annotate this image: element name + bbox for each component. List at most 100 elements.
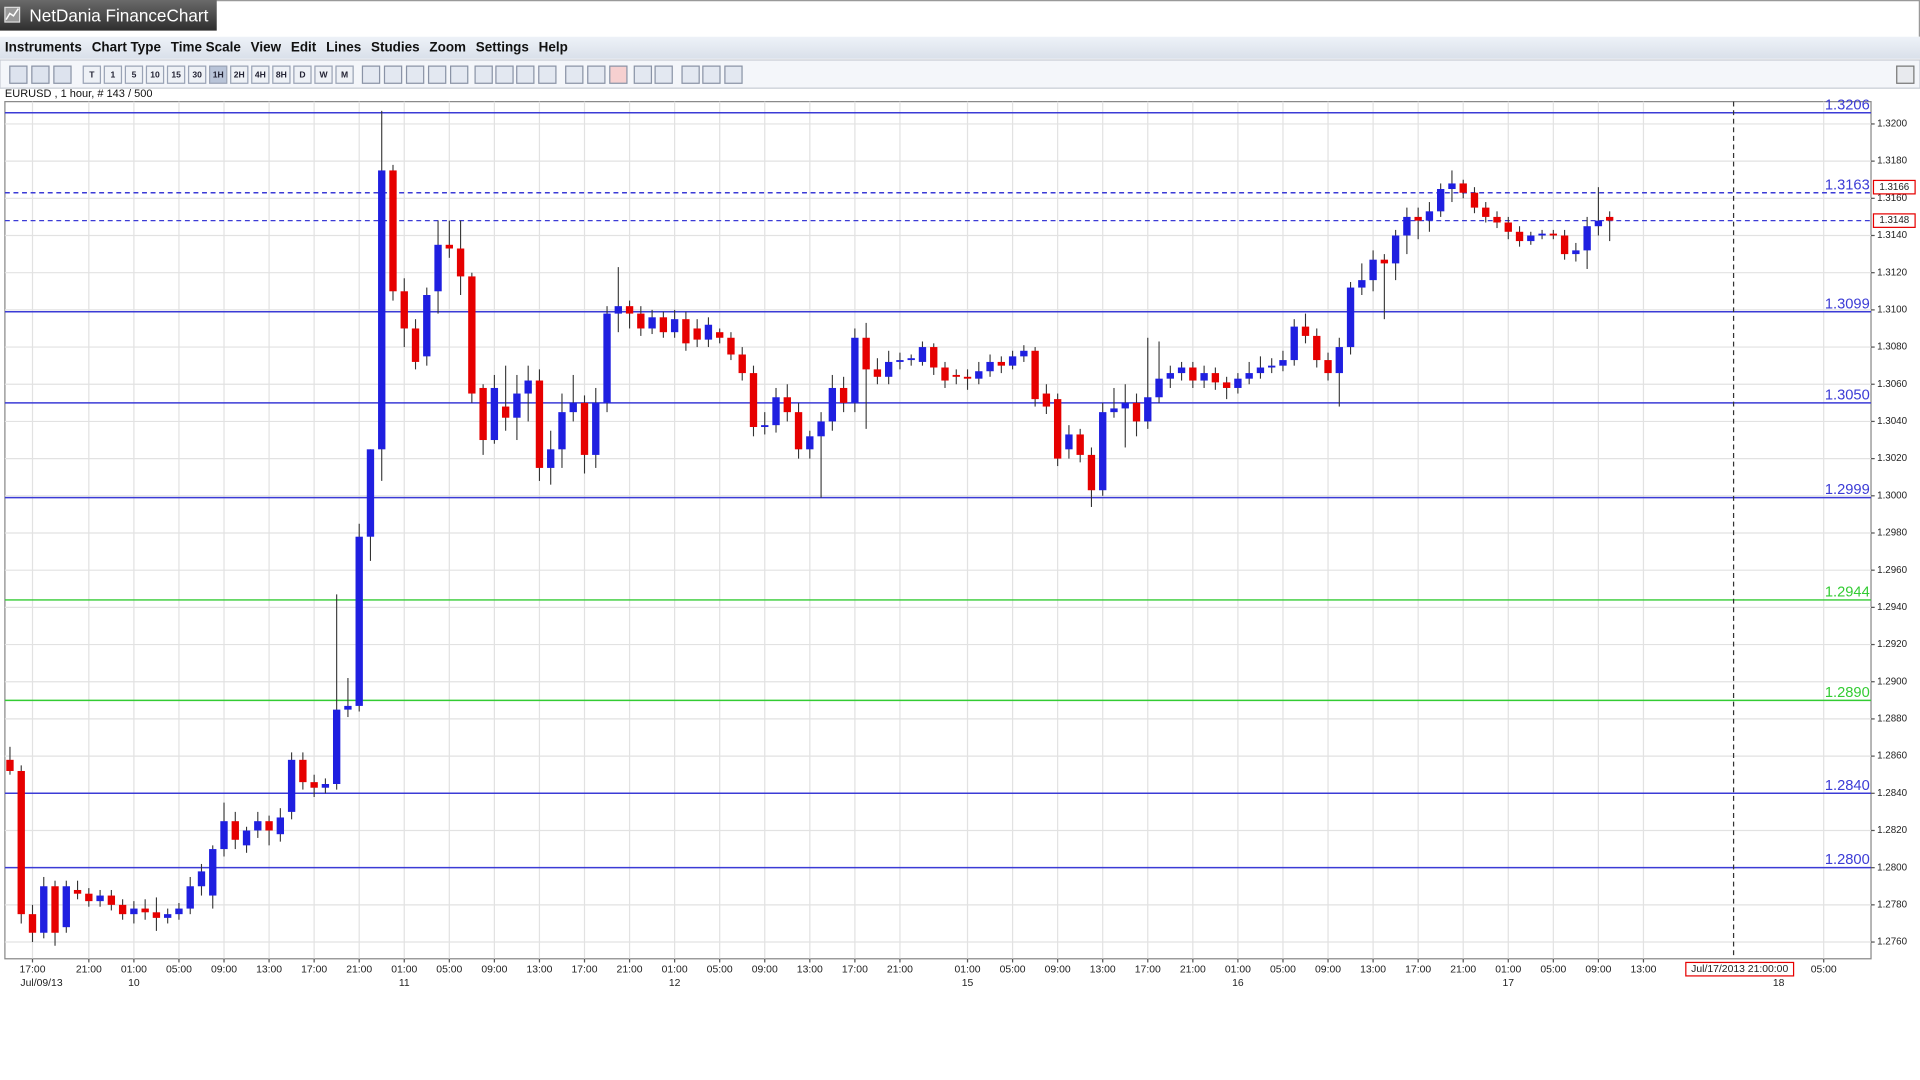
toolbar-icon[interactable] (681, 65, 700, 84)
y-tick-label: 1.2840 (1877, 788, 1907, 799)
candle-body (1605, 216, 1614, 221)
timescale-button[interactable] (335, 65, 354, 84)
menu-item[interactable]: Edit (291, 39, 317, 54)
toolbar-icon[interactable] (516, 65, 535, 84)
toolbar-icon[interactable] (633, 65, 653, 84)
candle-body (1279, 360, 1287, 366)
toolbar-icon[interactable] (9, 65, 28, 84)
menu-item[interactable]: Help (539, 39, 568, 54)
toolbar-icon[interactable] (654, 65, 673, 84)
candle-body (1346, 287, 1355, 348)
menu-bar (0, 36, 1920, 59)
timescale-button[interactable] (103, 65, 123, 84)
candle-body (96, 895, 104, 902)
menu-item[interactable]: View (251, 39, 282, 54)
timescale-label[interactable]: T (89, 70, 95, 80)
x-tick-label: 17:00 (1405, 965, 1431, 976)
timescale-button[interactable] (293, 65, 312, 84)
timescale-label[interactable]: D (299, 70, 305, 80)
x-tick-label: 17:00 (19, 965, 45, 976)
candle-body (490, 387, 499, 441)
toolbar-icon[interactable] (587, 65, 606, 84)
timescale-button[interactable] (82, 65, 102, 84)
price-tag (1872, 213, 1916, 228)
toolbar-icon[interactable] (361, 65, 381, 84)
y-tick-label: 1.2900 (1877, 676, 1907, 687)
candle-body (862, 337, 870, 370)
level-label: 1.3050 (1825, 387, 1870, 403)
timescale-button[interactable] (272, 65, 291, 84)
candle-body (344, 705, 352, 710)
toolbar-icon[interactable] (724, 65, 743, 84)
candle-body (513, 393, 521, 418)
level-label: 1.3163 (1825, 177, 1870, 193)
toolbar-icon[interactable] (53, 65, 72, 84)
x-tick-label: 21:00 (76, 965, 102, 976)
timescale-button[interactable] (209, 65, 228, 84)
toolbar-icon[interactable] (495, 65, 514, 84)
candle-body (839, 387, 848, 403)
toolbar-icon[interactable] (450, 65, 469, 84)
day-label: 12 (669, 978, 681, 989)
timescale-label[interactable]: 5 (132, 70, 137, 80)
candle-body (535, 380, 544, 468)
timescale-label[interactable]: M (341, 70, 348, 80)
toolbar-icon[interactable] (538, 65, 557, 84)
menu-item[interactable]: Time Scale (171, 39, 242, 54)
x-tick-label: 21:00 (887, 965, 913, 976)
menu-item[interactable]: Chart Type (92, 39, 162, 54)
x-tick-label: 21:00 (1180, 965, 1206, 976)
y-tick-label: 1.2920 (1877, 639, 1907, 650)
timescale-label[interactable]: 1 (111, 70, 116, 80)
panel-toggle[interactable] (1896, 65, 1915, 84)
y-tick-label: 1.3020 (1877, 453, 1907, 464)
menu-item[interactable]: Studies (371, 39, 420, 54)
timescale-label[interactable]: 8H (276, 70, 287, 80)
menu-item[interactable]: Lines (326, 39, 361, 54)
toolbar-icon[interactable] (474, 65, 493, 84)
timescale-button[interactable] (230, 65, 249, 84)
timescale-label[interactable]: 10 (150, 70, 160, 80)
toolbar-icon[interactable] (31, 65, 50, 84)
timescale-label[interactable]: 4H (255, 70, 266, 80)
timescale-button[interactable] (314, 65, 333, 84)
menu: Instruments Chart Type Time Scale View Edit L… (5, 39, 568, 54)
candle-body (355, 536, 363, 706)
toolbar-icon[interactable] (702, 65, 721, 84)
toolbar-icon[interactable] (405, 65, 425, 84)
candle-body (1515, 231, 1524, 242)
candle-body (592, 402, 600, 455)
menu-item[interactable]: Zoom (429, 39, 466, 54)
candle-body (896, 360, 904, 362)
toolbar-icon[interactable] (565, 65, 584, 84)
candle-body (1313, 335, 1321, 361)
candle-body (1482, 207, 1490, 217)
candle-body (1144, 397, 1152, 422)
timescale-button[interactable] (187, 65, 207, 84)
candle-body (682, 319, 690, 344)
y-tick-label: 1.3080 (1877, 342, 1907, 353)
timescale-label[interactable]: 2H (234, 70, 245, 80)
title-tab (0, 0, 217, 31)
toolbar-icon[interactable] (383, 65, 403, 84)
candle-body (603, 313, 611, 403)
candle-body (1290, 326, 1298, 361)
x-tick-label: 17:00 (301, 965, 327, 976)
menu-item[interactable]: Settings (476, 39, 529, 54)
timescale-label[interactable]: 1H (213, 70, 224, 80)
candle-body (310, 782, 318, 788)
timescale-label[interactable]: 15 (171, 70, 181, 80)
toolbar-icon[interactable] (427, 65, 447, 84)
toolbar-icon[interactable] (609, 65, 628, 84)
level-label: 1.2800 (1825, 852, 1870, 868)
menu-item[interactable]: Instruments (5, 39, 82, 54)
timescale-button[interactable] (124, 65, 144, 84)
timescale-button[interactable] (166, 65, 186, 84)
candle-body (659, 317, 668, 333)
candle-body (1549, 233, 1558, 236)
timescale-label[interactable]: W (319, 70, 328, 80)
timescale-button[interactable] (145, 65, 165, 84)
price-tag-label: 1.3148 (1879, 215, 1909, 226)
timescale-label[interactable]: 30 (192, 70, 202, 80)
timescale-button[interactable] (251, 65, 270, 84)
